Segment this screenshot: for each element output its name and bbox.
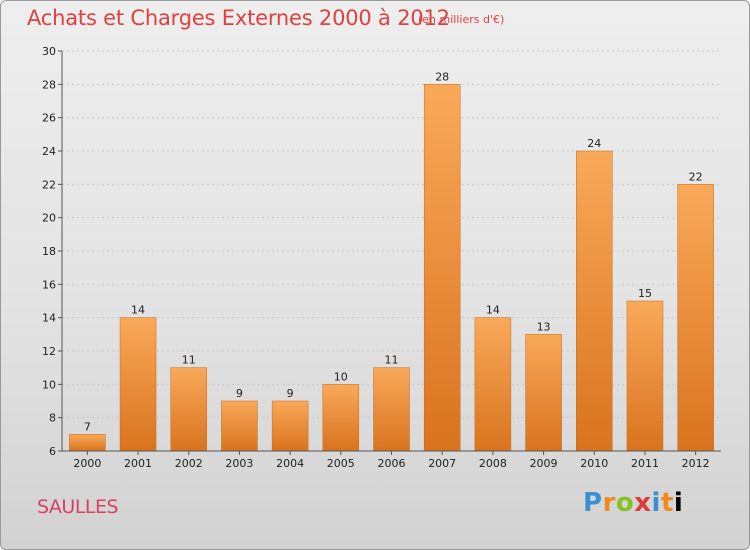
- x-tick-label: 2007: [428, 457, 456, 470]
- y-tick-label: 30: [42, 45, 56, 58]
- x-tick-label: 2001: [124, 457, 152, 470]
- data-label: 28: [435, 70, 449, 83]
- x-tick-label: 2011: [631, 457, 659, 470]
- bar: [373, 367, 410, 452]
- logo-letter: r: [602, 488, 616, 518]
- data-label: 14: [131, 304, 145, 317]
- y-tick-label: 16: [42, 278, 56, 291]
- logo-letter: i: [673, 488, 684, 518]
- x-tick-label: 2009: [530, 457, 558, 470]
- data-label: 11: [182, 354, 196, 367]
- logo-letter: t: [660, 488, 674, 518]
- bar: [423, 84, 461, 452]
- y-tick-label: 18: [42, 245, 56, 258]
- data-label: 10: [334, 370, 348, 383]
- bar: [69, 434, 106, 452]
- x-tick-label: 2003: [225, 457, 253, 470]
- x-tick-label: 2006: [378, 457, 406, 470]
- bar: [322, 384, 360, 452]
- bar: [626, 300, 664, 452]
- proxiti-logo: Proxiti: [583, 488, 683, 518]
- y-tick-label: 8: [49, 412, 56, 425]
- data-label: 9: [287, 387, 294, 400]
- data-label: 24: [587, 137, 601, 150]
- data-label: 15: [638, 287, 652, 300]
- y-tick-label: 26: [42, 112, 56, 125]
- bars: 7 14 11 9 9 10 11 28 14 13 24 15 22: [69, 70, 714, 452]
- x-tick-label: 2012: [682, 457, 710, 470]
- y-tick-label: 22: [42, 178, 56, 191]
- bar: [119, 317, 157, 452]
- x-tick-label: 2004: [276, 457, 304, 470]
- bar: [221, 400, 258, 452]
- y-tick-label: 10: [42, 378, 56, 391]
- logo-letter: P: [583, 488, 603, 518]
- bar: [677, 184, 714, 452]
- data-label: 13: [537, 320, 551, 333]
- y-axis: 6 8 10 12 14 16 18 20 22 24 26 28 30: [42, 45, 63, 458]
- data-label: 9: [236, 387, 243, 400]
- chart-title: Achats et Charges Externes 2000 à 2012: [27, 6, 450, 30]
- x-tick-label: 2010: [580, 457, 608, 470]
- y-tick-label: 12: [42, 345, 56, 358]
- data-label: 11: [385, 354, 399, 367]
- bar: [271, 400, 309, 452]
- data-label: 22: [689, 170, 703, 183]
- y-tick-label: 6: [49, 445, 56, 458]
- bar: [525, 334, 562, 452]
- logo-letter: x: [634, 488, 652, 518]
- bar: [576, 150, 613, 452]
- data-label: 7: [84, 420, 91, 433]
- y-tick-label: 28: [42, 78, 56, 91]
- y-tick-label: 14: [42, 312, 56, 325]
- x-tick-label: 2005: [327, 457, 355, 470]
- logo-letter: o: [615, 488, 635, 518]
- chart-subtitle: (en milliers d'€): [418, 13, 505, 26]
- x-tick-label: 2008: [479, 457, 507, 470]
- y-tick-label: 20: [42, 212, 56, 225]
- x-axis: 2000 2001 2002 2003 2004 2005 2006 2007 2008 2009…: [62, 450, 721, 470]
- logo-letter: i: [651, 488, 661, 518]
- data-label: 14: [486, 304, 500, 317]
- x-tick-label: 2000: [73, 457, 101, 470]
- bar: [474, 317, 512, 452]
- x-tick-label: 2002: [175, 457, 203, 470]
- place-name: SAULLES: [37, 496, 119, 518]
- y-tick-label: 24: [42, 145, 56, 158]
- bar: [170, 367, 207, 452]
